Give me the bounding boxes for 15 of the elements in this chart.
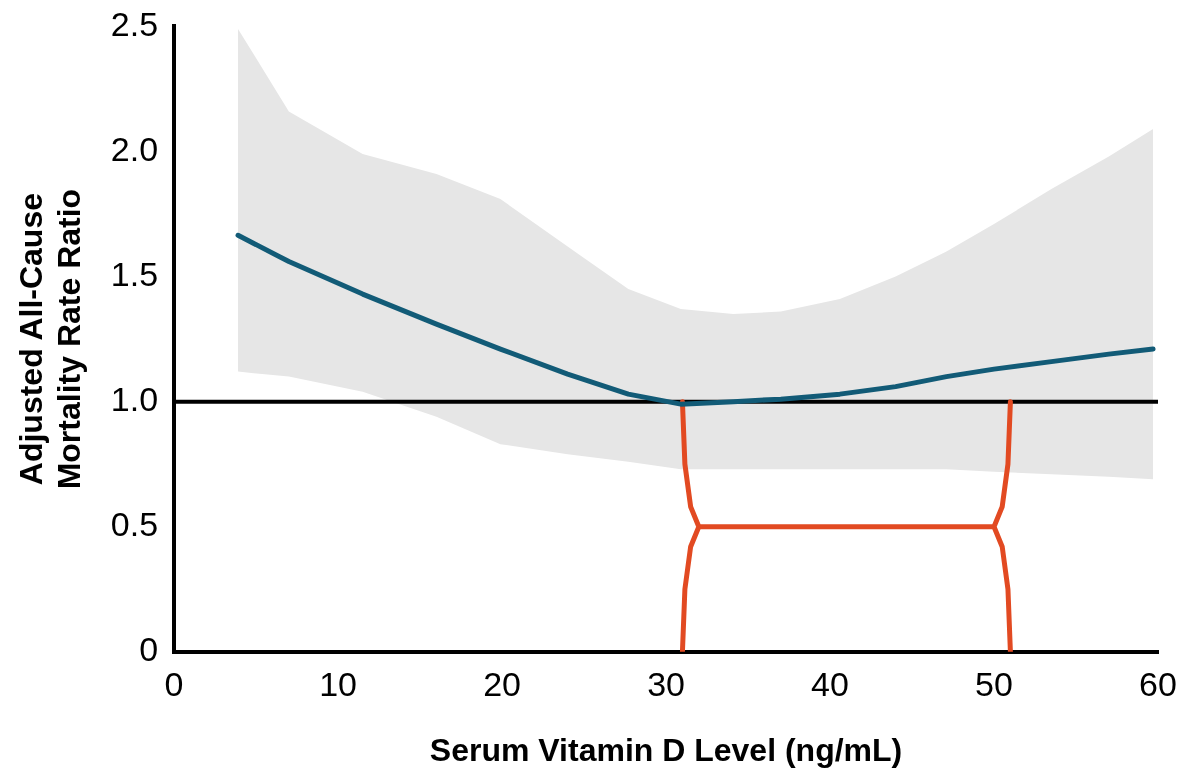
y-tick-label: 0 [139, 630, 159, 669]
x-tick-label: 60 [1139, 664, 1177, 703]
x-tick-label: 40 [811, 664, 849, 703]
y-tick-label: 1.5 [110, 254, 159, 293]
x-tick-label: 50 [975, 664, 1013, 703]
y-tick-label: 1.0 [110, 380, 159, 419]
x-tick-label: 20 [483, 664, 521, 703]
x-tick-label: 30 [647, 664, 685, 703]
x-tick-label: 0 [164, 664, 184, 703]
y-tick-label: 0.5 [110, 505, 159, 544]
y-tick-label: 2.0 [110, 129, 159, 168]
x-axis-title: Serum Vitamin D Level (ng/mL) [429, 731, 903, 768]
x-tick-label: 10 [319, 664, 357, 703]
y-axis-title: Adjusted All-Cause Mortality Rate Ratio [13, 188, 88, 490]
y-tick-label: 2.5 [110, 4, 159, 43]
